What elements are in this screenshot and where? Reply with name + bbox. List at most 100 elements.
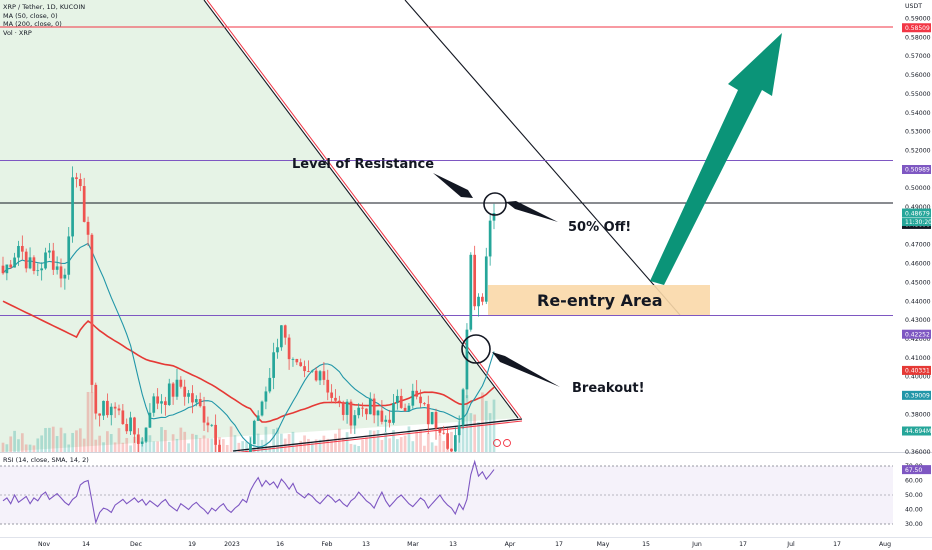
target-arrow-green[interactable] [650,33,782,285]
volume-bar [51,426,55,452]
volume-bar [488,413,492,452]
volume-bar [117,428,121,452]
time-tick-label: 17 [833,541,841,548]
svg-text:0.48679: 0.48679 [905,210,930,217]
volume-bar [67,444,71,452]
candle-body [90,234,94,385]
candle-body [44,252,47,269]
rsi-legend[interactable]: RSI (14, close, SMA, 14, 2) [3,456,89,464]
outer-channel-line[interactable] [404,0,681,316]
candle-body [5,264,9,274]
candle-body [32,257,36,271]
alert-icon[interactable] [493,439,511,447]
time-tick-label: Dec [130,541,143,548]
time-axis[interactable]: Nov 14 Dec 19 2023 16 Feb 13 Mar 13 Apr 17 May 15 Jun 1… [38,541,891,548]
candle-body [9,264,13,268]
candle-body [102,400,105,416]
time-tick-label: 16 [276,541,284,548]
volume-badge: 44.694M [902,426,931,436]
ma50-line[interactable] [2,242,495,448]
volume-bar [148,435,152,452]
reentry-label: Re-entry Area [537,291,663,310]
volume-bar [376,430,380,452]
volume-bar [415,431,419,452]
volume-bar [256,433,260,452]
price-tick-label: 0.55000 [905,91,931,98]
rsi-line[interactable] [2,459,495,525]
price-labels: 0.585090.509890.486790.486060.422520.403… [902,23,932,436]
candle-body [469,254,473,330]
svg-text:44.694M: 44.694M [905,428,931,435]
volume-bar [17,439,20,452]
rsi-tick-label: 60.00 [905,478,923,485]
volume-bar [28,444,32,452]
price-tick-label: 0.56000 [905,72,931,79]
symbol-legend[interactable]: XRP / Tether, 1D, KUCOIN [3,3,86,11]
candle-body [175,379,179,397]
volume-bar [5,444,9,452]
resistance-circle[interactable] [483,192,507,216]
volume-bar [44,428,47,452]
price-badge: 0.40331 [902,365,931,375]
candle-body [283,325,287,338]
candle-body [392,403,395,423]
candle-body [218,444,221,452]
candle-body [399,395,403,408]
volume-bar [469,413,473,452]
candle-body [113,406,117,409]
volume-bar [299,440,303,452]
candle-body [473,254,477,307]
candle-body [136,434,140,444]
descending-trendline-red[interactable] [206,0,522,419]
reentry-zone-box[interactable] [488,285,710,315]
candle-body [13,257,16,268]
candle-body [395,395,399,404]
candle-body [280,325,283,348]
resistance-arrow[interactable] [433,173,473,198]
volume-bar [198,438,202,452]
volume-bar [194,434,198,452]
volume-bar [314,439,318,452]
candle-body [310,370,314,372]
candle-body [28,257,32,269]
ascending-support-line-red[interactable] [233,420,523,453]
price-tick-label: 0.44000 [905,298,931,305]
candle-body [222,458,225,462]
volume-bar [419,429,422,452]
candle-body [334,397,337,401]
candle-body [121,410,125,425]
volume-bar [442,440,446,452]
candle-body [388,419,391,423]
discount-arrow[interactable] [506,201,558,222]
volume-bar [407,426,411,452]
candle-body [98,413,102,416]
ma200-legend[interactable]: MA (200, close, 0) [3,20,62,29]
volume-bar [264,426,268,452]
volume-bar [403,435,407,452]
candle-body [71,177,74,237]
volume-bar [36,438,40,452]
candle-body [488,220,492,257]
breakout-arrow[interactable] [492,352,560,387]
candle-body [357,407,361,416]
candle-body [299,362,303,367]
breakout-circle[interactable] [461,334,491,364]
ma50-legend[interactable]: MA (50, close, 0) [3,11,58,20]
price-tick-label: 0.42000 [905,336,931,343]
candle-body [365,408,368,415]
ascending-support-line[interactable] [232,418,523,452]
volume-bar [245,441,248,452]
candle-body [353,415,357,426]
candle-body [481,296,484,302]
volume-bar [272,429,275,452]
price-axis[interactable]: 0.59000 0.58000 0.57000 0.56000 0.55000 0.540… [905,16,931,475]
volume-bar [55,436,59,452]
volume-bar [330,440,333,452]
volume-bar [430,442,434,452]
candle-body [17,245,20,258]
price-tick-label: 0.36000 [905,449,931,456]
volume-legend[interactable]: Vol · XRP [3,28,32,37]
candle-body [94,384,98,414]
